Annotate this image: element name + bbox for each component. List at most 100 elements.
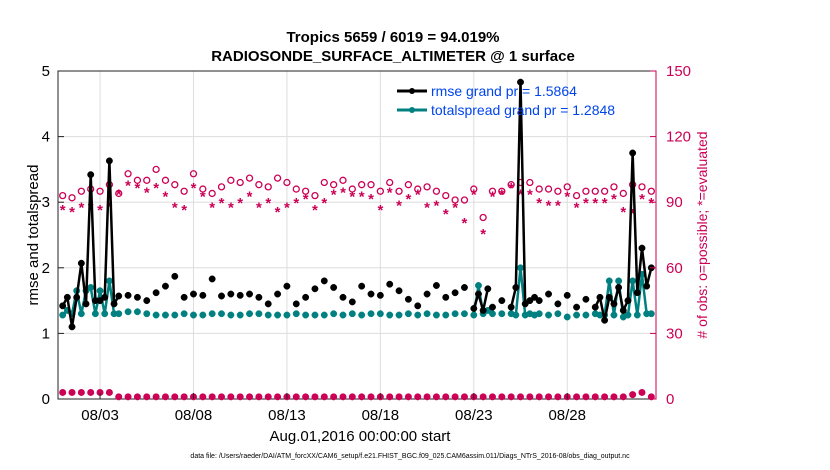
rmse-point: [152, 289, 160, 297]
rmse-point: [526, 297, 534, 305]
spread-point: [208, 310, 216, 318]
obs-possible-point: [301, 187, 310, 195]
spread-point: [264, 311, 272, 319]
obs-evaluated-point: *: [471, 186, 477, 203]
obs-possible-point: [292, 185, 300, 193]
spread-point: [152, 311, 160, 319]
obs-evaluated-point: *: [116, 186, 122, 203]
spread-point: [348, 310, 356, 318]
obs-possible-point: [638, 183, 646, 191]
spread-point: [605, 277, 613, 285]
spread-point: [395, 311, 403, 319]
spread-point: [376, 310, 384, 318]
obs-bottom-point: [498, 393, 506, 401]
obs-possible-point: [171, 181, 179, 189]
rmse-point: [512, 284, 520, 291]
spread-point: [171, 311, 179, 319]
rmse-line: [472, 288, 490, 312]
obs-bottom-point: [517, 393, 525, 401]
rmse-point: [545, 290, 552, 298]
obs-bottom-point: [348, 393, 356, 401]
obs-evaluated-point: *: [546, 197, 552, 214]
obs-evaluated-point: *: [602, 195, 608, 212]
obs-evaluated-point: *: [247, 189, 253, 206]
obs-possible-point: [535, 185, 543, 193]
obs-bottom-point: [152, 393, 160, 401]
obs-evaluated-point: *: [396, 197, 402, 214]
obs-evaluated-point: *: [349, 189, 355, 206]
rmse-point: [629, 149, 637, 157]
spread-point: [302, 311, 310, 319]
obs-evaluated-point: *: [172, 200, 178, 217]
rmse-point: [442, 293, 450, 301]
obs-evaluated-point: *: [106, 200, 112, 217]
spread-point: [563, 313, 571, 321]
obs-evaluated-point: *: [611, 191, 617, 208]
spread-point: [624, 311, 632, 319]
rmse-point: [470, 305, 478, 312]
x-tick-label: 08/28: [548, 407, 586, 424]
obs-bottom-point: [545, 393, 553, 401]
y-right-tick-label: 0: [666, 391, 674, 408]
obs-evaluated-point: *: [219, 195, 225, 212]
rmse-point: [63, 293, 71, 301]
rmse-point: [274, 290, 282, 298]
obs-possible-point: [133, 176, 142, 184]
y-right-tick-label: 150: [666, 63, 691, 80]
obs-evaluated-point: *: [153, 180, 159, 197]
obs-evaluated-point: *: [321, 195, 327, 212]
rmse-point: [624, 297, 632, 305]
spread-point: [610, 311, 618, 319]
rmse-point: [133, 293, 141, 301]
obs-possible-point: [572, 191, 581, 200]
obs-evaluated-point: *: [405, 191, 411, 208]
y-right-tick-label: 120: [666, 129, 691, 146]
spread-point: [633, 311, 641, 319]
spread-point: [629, 277, 637, 285]
obs-bottom-point: [255, 393, 263, 401]
obs-possible-point: [386, 178, 394, 187]
spread-point: [255, 310, 263, 318]
rmse-point: [171, 272, 179, 280]
x-tick-label: 08/08: [175, 407, 213, 424]
obs-possible-point: [563, 183, 571, 191]
obs-bottom-point: [115, 393, 123, 401]
rmse-point: [643, 282, 651, 290]
obs-bottom-point: [638, 388, 646, 396]
rmse-point: [521, 300, 529, 308]
obs-possible-point: [143, 176, 151, 184]
rmse-point: [386, 280, 394, 288]
obs-bottom-point: [320, 393, 328, 401]
spread-point: [414, 311, 422, 319]
rmse-point: [143, 297, 151, 305]
obs-evaluated-point: *: [490, 189, 496, 206]
obs-bottom-point: [582, 393, 590, 401]
obs-evaluated-point: *: [312, 202, 318, 219]
spread-point: [432, 311, 440, 319]
rmse-point: [101, 293, 109, 301]
rmse-point: [96, 297, 104, 305]
spread-point: [498, 310, 506, 318]
obs-possible-point: [208, 189, 216, 198]
rmse-point: [73, 293, 81, 301]
obs-evaluated-point: *: [209, 200, 215, 217]
obs-evaluated-point: *: [583, 195, 589, 212]
obs-possible-point: [432, 187, 441, 195]
spread-point: [451, 310, 459, 318]
obs-evaluated-point: *: [508, 180, 514, 197]
obs-bottom-point: [414, 393, 422, 401]
obs-possible-point: [479, 213, 487, 222]
obs-evaluated-point: *: [200, 189, 206, 206]
spread-point: [512, 311, 520, 319]
rmse-point: [339, 293, 347, 301]
spread-point: [470, 311, 478, 319]
obs-bottom-point: [208, 393, 216, 401]
obs-bottom-point: [395, 393, 403, 401]
rmse-point: [59, 302, 67, 310]
rmse-point: [236, 291, 244, 299]
rmse-point: [87, 171, 95, 179]
spread-point: [442, 311, 450, 319]
rmse-point: [77, 259, 85, 267]
grid: [58, 71, 656, 399]
